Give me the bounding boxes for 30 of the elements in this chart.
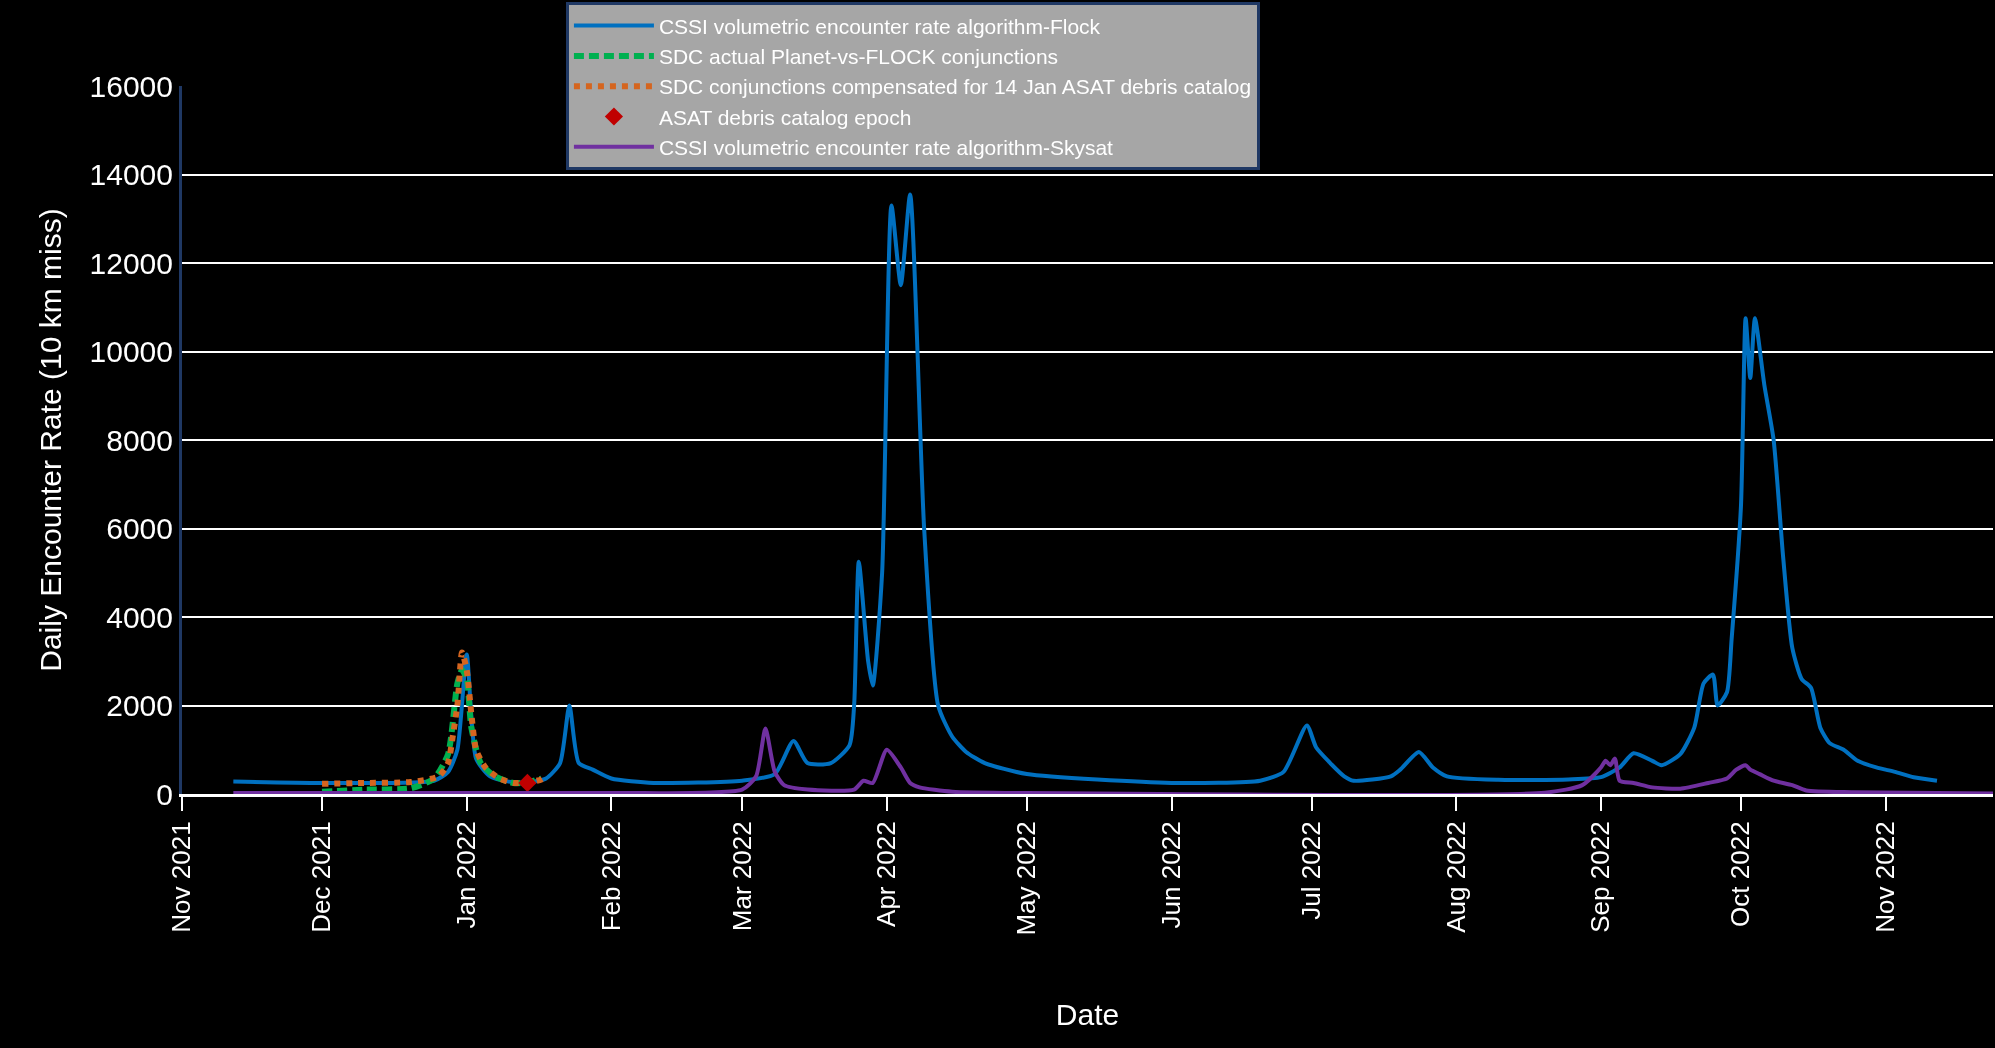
legend-label: SDC conjunctions compensated for 14 Jan ASAT debris catalog (658, 75, 1252, 99)
legend-label: CSSI volumetric encounter rate algorithm-Flock (658, 14, 1101, 38)
x-tick-label: Jan 2022 (451, 821, 482, 929)
x-axis-title: Date (1055, 998, 1120, 1032)
x-tick-label: Nov 2021 (166, 821, 197, 933)
y-axis-title: Daily Encounter Rate (10 km miss) (33, 208, 67, 672)
x-tick-label: May 2022 (1011, 821, 1042, 936)
x-tick-label: Dec 2021 (306, 821, 337, 933)
x-tick-label: Nov 2022 (1870, 821, 1901, 933)
y-tick-label: 16000 (89, 69, 173, 103)
x-tick-label: Jun 2022 (1155, 821, 1186, 929)
y-tick-label: 6000 (106, 512, 173, 545)
y-tick-label: 2000 (106, 689, 173, 722)
y-tick-label: 10000 (89, 335, 173, 368)
x-tick-label: Jul 2022 (1295, 821, 1326, 920)
y-tick-label: 8000 (106, 423, 173, 457)
line-series (231, 726, 1993, 794)
x-tick-label: Sep 2022 (1585, 821, 1616, 933)
legend-label: CSSI volumetric encounter rate algorithm-Skysat (658, 136, 1114, 159)
y-tick-label: 0 (156, 777, 173, 811)
x-tick-label: Aug 2022 (1440, 821, 1471, 933)
y-tick-label: 12000 (89, 246, 173, 280)
legend-label: ASAT debris catalog epoch (658, 105, 912, 129)
x-tick-label: Apr 2022 (871, 821, 902, 927)
x-tick-label: Mar 2022 (726, 821, 757, 932)
y-tick-label: 14000 (89, 158, 173, 191)
x-tick-label: Feb 2022 (595, 821, 626, 932)
x-tick-label: Oct 2022 (1725, 821, 1756, 927)
y-tick-label: 4000 (106, 600, 173, 634)
legend-label: SDC actual Planet-vs-FLOCK conjunctions (658, 45, 1059, 69)
